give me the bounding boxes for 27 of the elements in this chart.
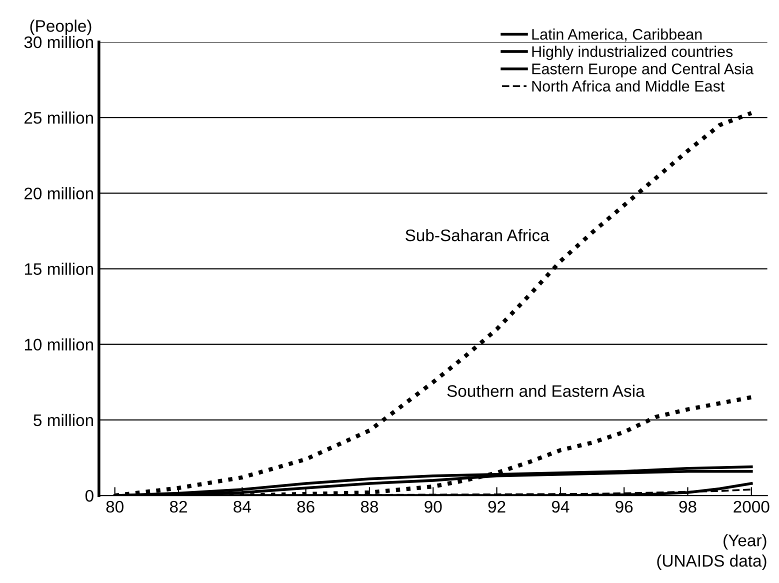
text: (UNAIDS data): [657, 554, 766, 570]
x-tick-label: 2000: [734, 500, 770, 513]
y-tick-label: 30 million: [24, 36, 93, 48]
x-tick-label: 96: [616, 500, 633, 513]
x-tick-label: 98: [679, 500, 696, 513]
x-tick-label: 80: [106, 500, 124, 513]
x-tick-label: 92: [488, 500, 506, 513]
y-tick-label: 0: [85, 490, 94, 502]
y-axis-title: (People): [30, 20, 92, 36]
annotation: Southern and Eastern Asia: [447, 384, 645, 397]
legend-label: Latin America, Caribbean: [532, 28, 702, 42]
legend-label: Eastern Europe and Central Asia: [532, 63, 754, 78]
y-tick-label: 10 million: [24, 338, 93, 351]
x-tick-label: 86: [297, 500, 314, 513]
y-tick-label: 25 million: [24, 112, 93, 124]
x-tick-label: 94: [552, 500, 570, 513]
legend-label: North Africa and Middle East: [532, 80, 725, 92]
annotation: Sub-Saharan Africa: [406, 229, 550, 242]
y-tick-label: 20 million: [24, 187, 93, 200]
y-tick-label: 5 million: [34, 414, 93, 426]
y-tick-label: 15 million: [24, 262, 93, 275]
x-tick-label: 88: [360, 500, 378, 513]
x-tick-label: 84: [234, 500, 251, 513]
x-tick-label: 82: [170, 500, 187, 513]
x-tick-label: 90: [424, 500, 442, 513]
legend-label: Highly industrialized countries: [532, 46, 733, 60]
x-axis-title: (Year): [724, 534, 766, 550]
